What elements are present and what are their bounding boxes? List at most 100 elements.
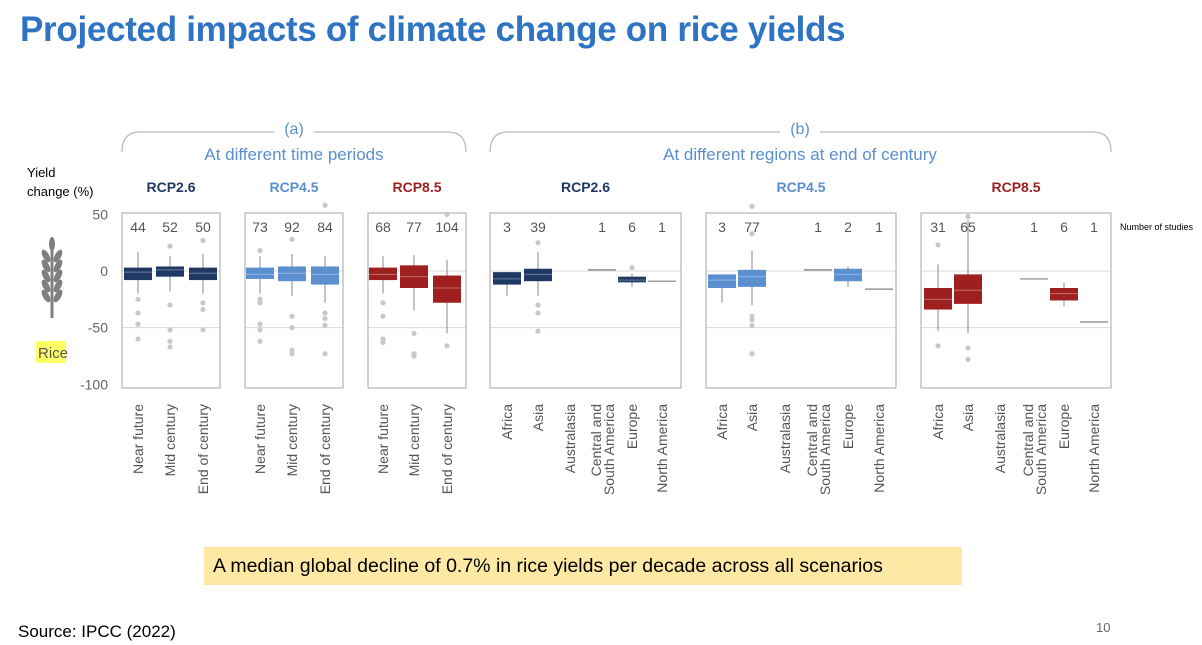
category-label: End of century bbox=[317, 404, 333, 494]
box-iqr bbox=[738, 269, 766, 287]
outlier-point bbox=[749, 351, 755, 357]
crop-label: Rice bbox=[38, 345, 68, 362]
y-tick-label: 50 bbox=[92, 206, 108, 222]
outlier-point bbox=[965, 356, 971, 362]
outlier-point bbox=[380, 313, 386, 319]
rice-label-highlight bbox=[36, 341, 66, 363]
outlier-point bbox=[444, 343, 450, 349]
study-count: 73 bbox=[252, 219, 268, 235]
outlier-point bbox=[535, 328, 541, 334]
outlier-point bbox=[322, 310, 328, 316]
page-number: 10 bbox=[1096, 620, 1111, 635]
group-letter: (a) bbox=[284, 121, 304, 138]
category-label: Africa bbox=[499, 404, 515, 440]
rice-yield-chart: Yield change (%) 50 0 -50 -100 Rice Number of s… bbox=[27, 121, 1194, 495]
wheat-grain-icon bbox=[53, 289, 63, 303]
outlier-point bbox=[200, 327, 206, 333]
outlier-point bbox=[200, 306, 206, 313]
number-of-studies-label: Number of studies bbox=[1120, 222, 1194, 232]
box-iqr bbox=[493, 272, 521, 285]
category-label: South America bbox=[817, 404, 833, 495]
outlier-point bbox=[135, 296, 141, 302]
category-label: End of century bbox=[195, 404, 211, 494]
outlier-point bbox=[167, 243, 173, 249]
category-label: Mid century bbox=[406, 404, 422, 476]
group-heading: At different time periods bbox=[204, 145, 383, 164]
outlier-point bbox=[935, 242, 941, 248]
outlier-point bbox=[535, 310, 541, 316]
box-iqr bbox=[246, 267, 274, 279]
wheat-grain-icon bbox=[53, 259, 63, 273]
outlier-point bbox=[965, 214, 971, 220]
category-label: North America bbox=[871, 404, 887, 493]
study-count: 44 bbox=[130, 219, 146, 235]
y-tick-label: 0 bbox=[100, 263, 108, 279]
box-iqr bbox=[369, 267, 397, 281]
study-count: 77 bbox=[744, 219, 760, 235]
study-count: 1 bbox=[814, 219, 822, 235]
wheat-grain-icon bbox=[41, 249, 51, 263]
study-count: 39 bbox=[530, 219, 546, 235]
outlier-point bbox=[289, 325, 295, 331]
box-iqr bbox=[278, 266, 306, 282]
category-label: Europe bbox=[624, 404, 640, 449]
category-label: Europe bbox=[1056, 404, 1072, 449]
category-label: Mid century bbox=[284, 404, 300, 476]
category-label: North America bbox=[1086, 404, 1102, 493]
wheat-grain-icon bbox=[41, 289, 51, 303]
wheat-grain-icon bbox=[53, 279, 63, 293]
study-count: 6 bbox=[1060, 219, 1068, 235]
panel-frame bbox=[121, 212, 221, 389]
outlier-point bbox=[322, 351, 328, 357]
category-label: Africa bbox=[930, 404, 946, 440]
study-count: 6 bbox=[628, 219, 636, 235]
y-tick-label: -50 bbox=[88, 320, 108, 336]
outlier-point bbox=[411, 353, 417, 359]
box-iqr bbox=[311, 266, 339, 285]
category-label: Australasia bbox=[992, 404, 1008, 473]
outlier-point bbox=[257, 248, 263, 254]
category-label: Europe bbox=[840, 404, 856, 449]
outlier-point bbox=[135, 321, 141, 327]
box-iqr bbox=[1050, 287, 1078, 301]
outlier-point bbox=[257, 300, 263, 306]
scenario-label: RCP2.6 bbox=[561, 179, 610, 195]
study-count: 1 bbox=[875, 219, 883, 235]
outlier-point bbox=[289, 236, 295, 242]
outlier-point bbox=[289, 351, 295, 357]
outlier-point bbox=[411, 330, 417, 336]
outlier-point bbox=[380, 300, 386, 306]
outlier-point bbox=[322, 202, 328, 208]
outlier-point bbox=[935, 343, 941, 349]
scenario-label: RCP8.5 bbox=[392, 179, 441, 195]
panel-frame bbox=[367, 212, 467, 389]
scenario-label: RCP2.6 bbox=[146, 179, 195, 195]
panel-frame bbox=[489, 212, 682, 389]
study-count: 1 bbox=[1030, 219, 1038, 235]
study-count: 31 bbox=[930, 219, 946, 235]
panel-frame bbox=[244, 212, 344, 389]
outlier-point bbox=[257, 327, 263, 333]
wheat-grain-icon bbox=[41, 269, 51, 283]
study-count: 1 bbox=[598, 219, 606, 235]
box-iqr bbox=[708, 274, 736, 288]
group-bracket bbox=[489, 131, 1112, 153]
group-bracket bbox=[121, 131, 467, 153]
category-label: Central and bbox=[804, 404, 820, 476]
wheat-grain-icon bbox=[53, 249, 63, 263]
outlier-point bbox=[257, 338, 263, 344]
study-count: 3 bbox=[718, 219, 726, 235]
box-iqr bbox=[189, 267, 217, 281]
study-count: 50 bbox=[195, 219, 211, 235]
box-iqr bbox=[954, 274, 982, 304]
category-label: Australasia bbox=[562, 404, 578, 473]
wheat-grain-icon bbox=[41, 259, 51, 273]
study-count: 77 bbox=[406, 219, 422, 235]
category-label: End of century bbox=[439, 404, 455, 494]
wheat-grain-icon bbox=[53, 269, 63, 283]
outlier-point bbox=[535, 302, 541, 308]
outlier-point bbox=[749, 203, 755, 210]
outlier-point bbox=[965, 345, 971, 351]
key-finding-callout: A median global decline of 0.7% in rice … bbox=[204, 547, 962, 585]
outlier-point bbox=[322, 322, 328, 328]
